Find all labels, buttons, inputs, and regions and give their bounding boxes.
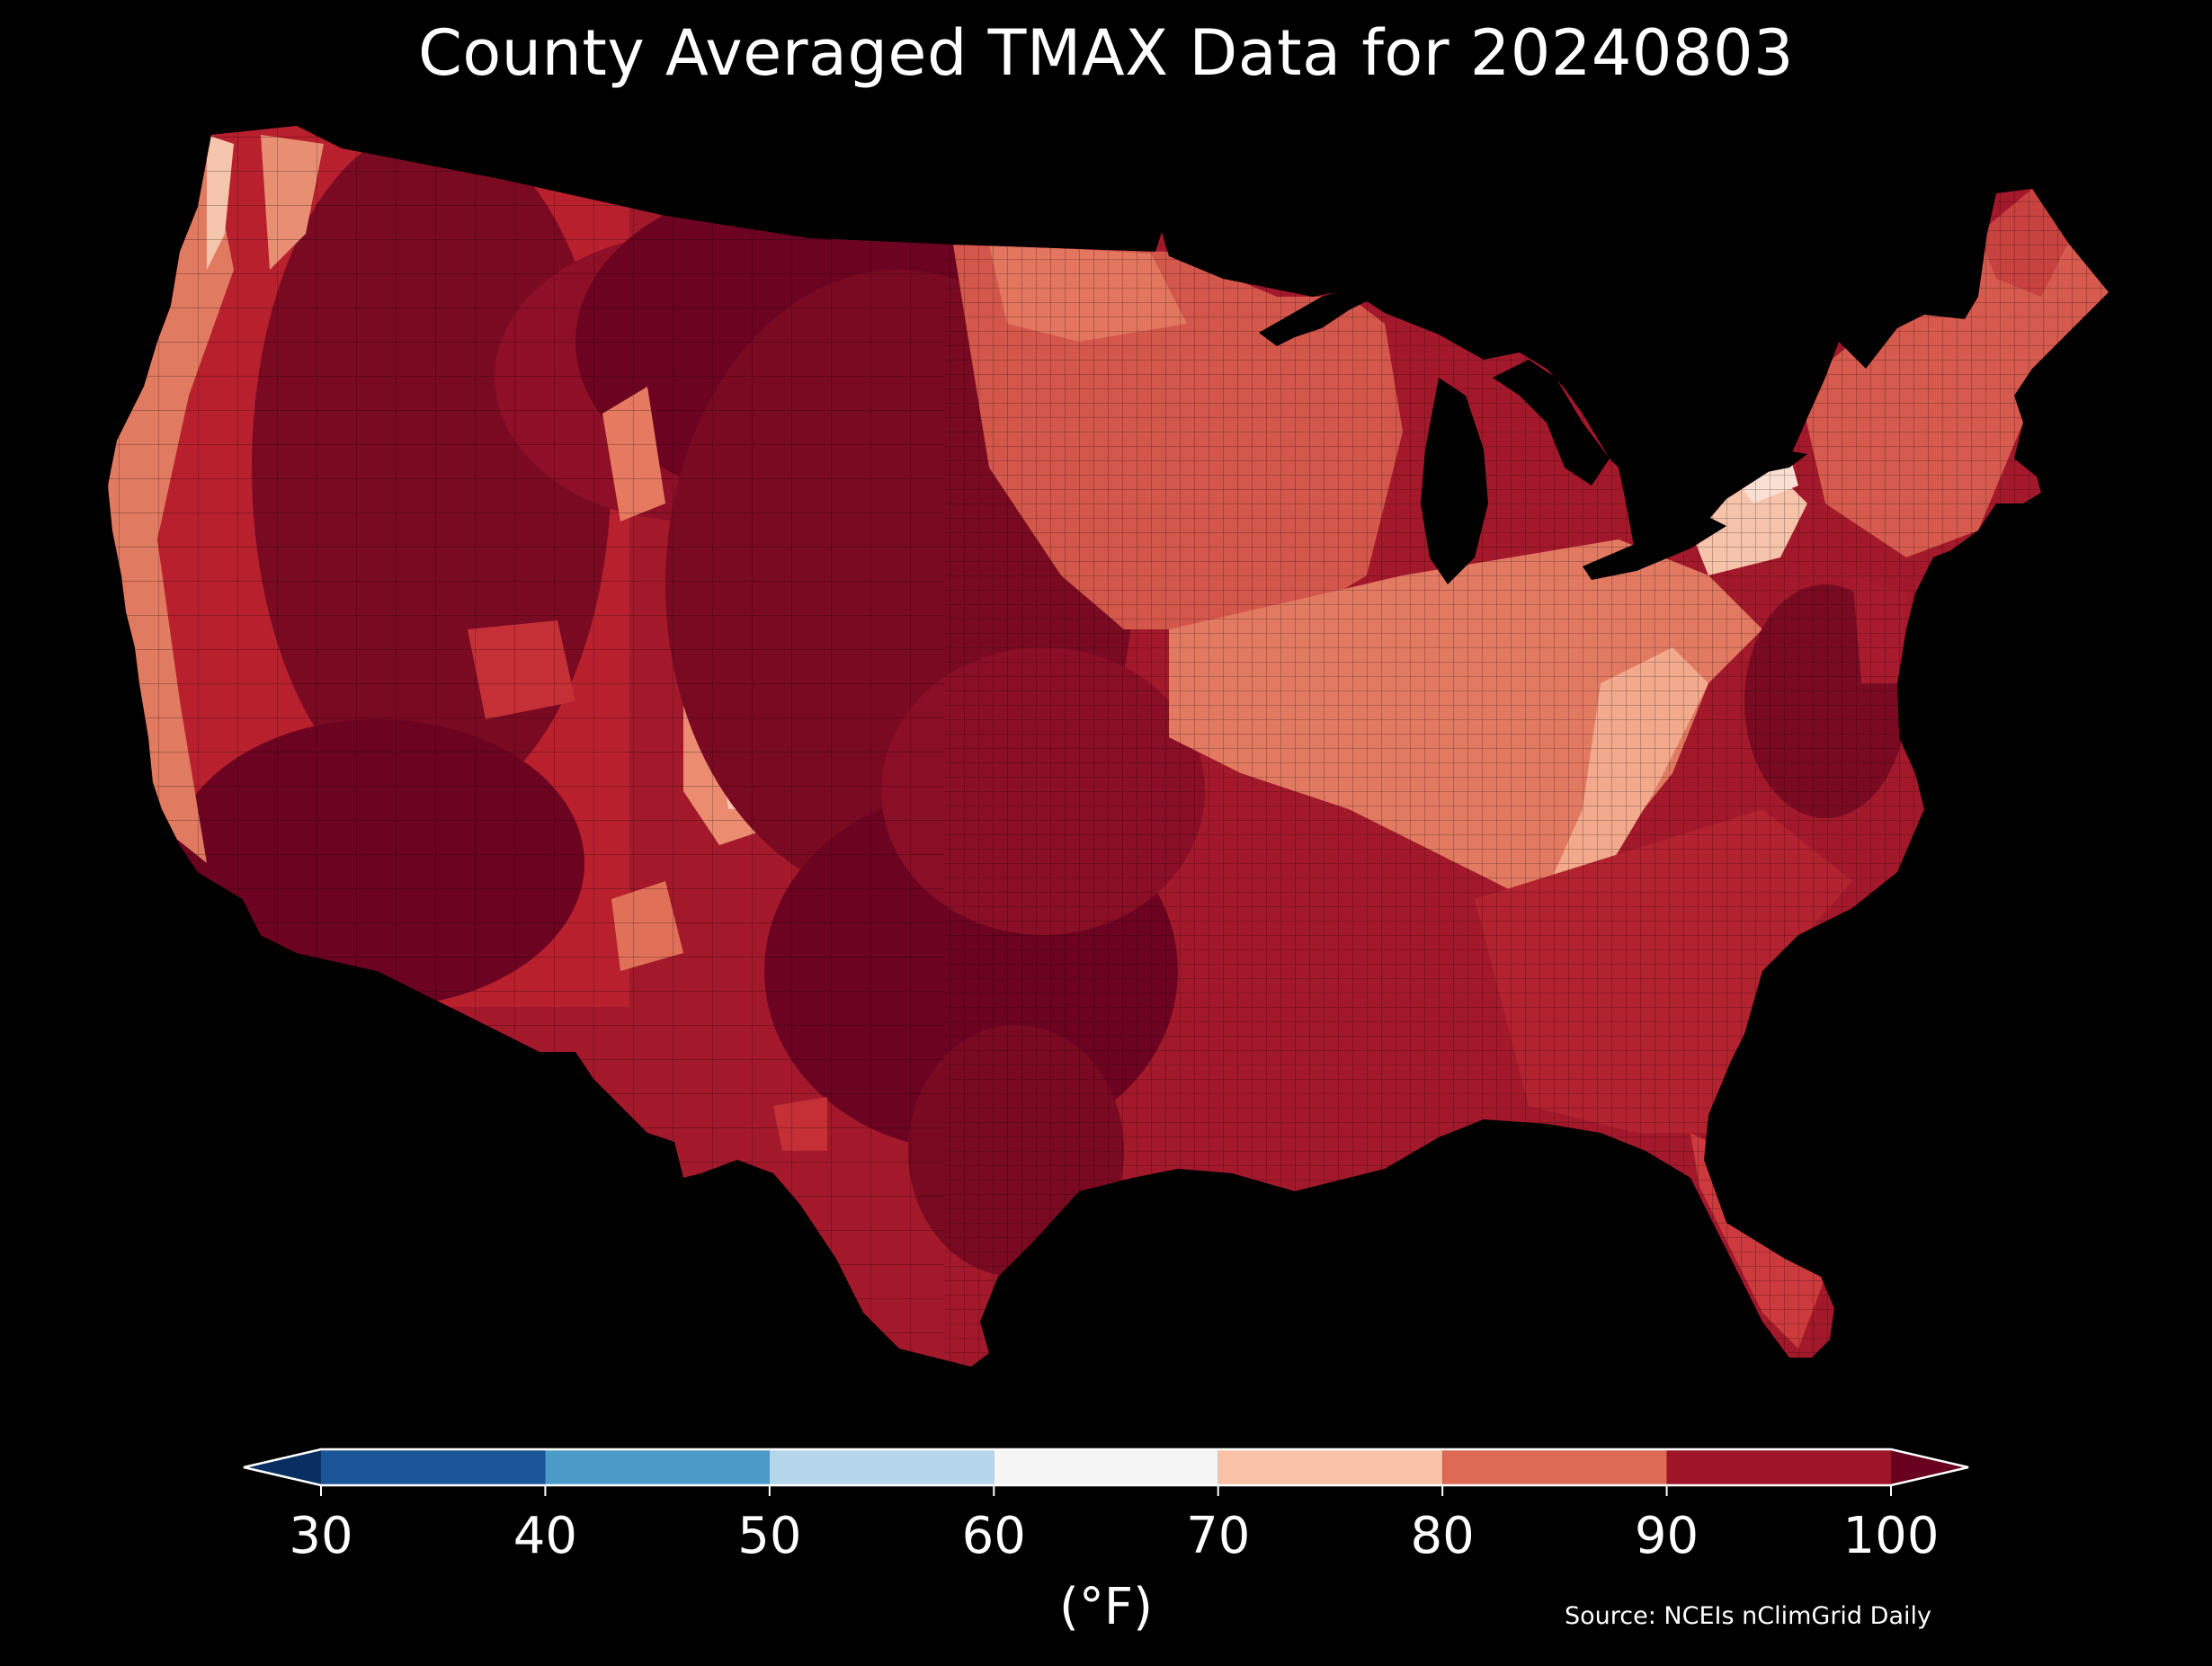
colorbar-tick-label: 70 <box>1186 1507 1251 1565</box>
colorbar-bin-80-90 <box>1442 1449 1667 1485</box>
great-lakes <box>1259 270 1807 584</box>
colorbar-tick-label: 80 <box>1410 1507 1475 1565</box>
colorbar-bin-30-40 <box>321 1449 546 1485</box>
lake-huron <box>1493 360 1610 486</box>
lake-superior <box>1259 270 1403 346</box>
colorbar-unit-label: (°F) <box>1059 1578 1153 1636</box>
colorbar-tick-label: 100 <box>1842 1507 1940 1565</box>
colorbar-under-arrow <box>244 1449 321 1485</box>
source-credit: Source: NCEIs nClimGrid Daily <box>1565 1602 1931 1630</box>
colorbar-tick-label: 40 <box>513 1507 578 1565</box>
lake-erie <box>1583 517 1726 580</box>
colorbar-bin-70-80 <box>1217 1449 1443 1485</box>
colorbar-tick-label: 90 <box>1634 1507 1699 1565</box>
lake-michigan <box>1421 378 1488 584</box>
colorbar-over-arrow <box>1891 1449 1968 1485</box>
colorbar-bin-40-50 <box>545 1449 770 1485</box>
colorbar-tick-label: 50 <box>737 1507 802 1565</box>
lake-ontario <box>1726 450 1807 477</box>
colorbar-bin-60-70 <box>994 1449 1218 1485</box>
colorbar-bin-50-60 <box>769 1449 995 1485</box>
map-title: County Averaged TMAX Data for 20240803 <box>417 16 1795 90</box>
colorbar-tick-label: 30 <box>289 1507 353 1565</box>
colorbar-tick-label: 60 <box>961 1507 1026 1565</box>
colorbar-bin-90-100 <box>1666 1449 1891 1485</box>
